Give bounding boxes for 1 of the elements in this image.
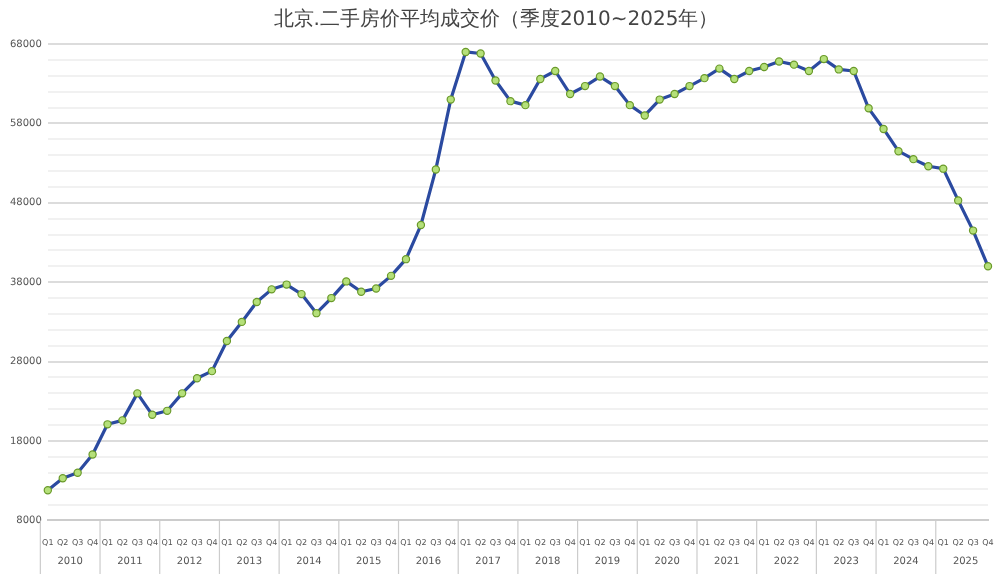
chart-title: 北京.二手房价平均成交价（季度2010~2025年） bbox=[273, 7, 719, 32]
